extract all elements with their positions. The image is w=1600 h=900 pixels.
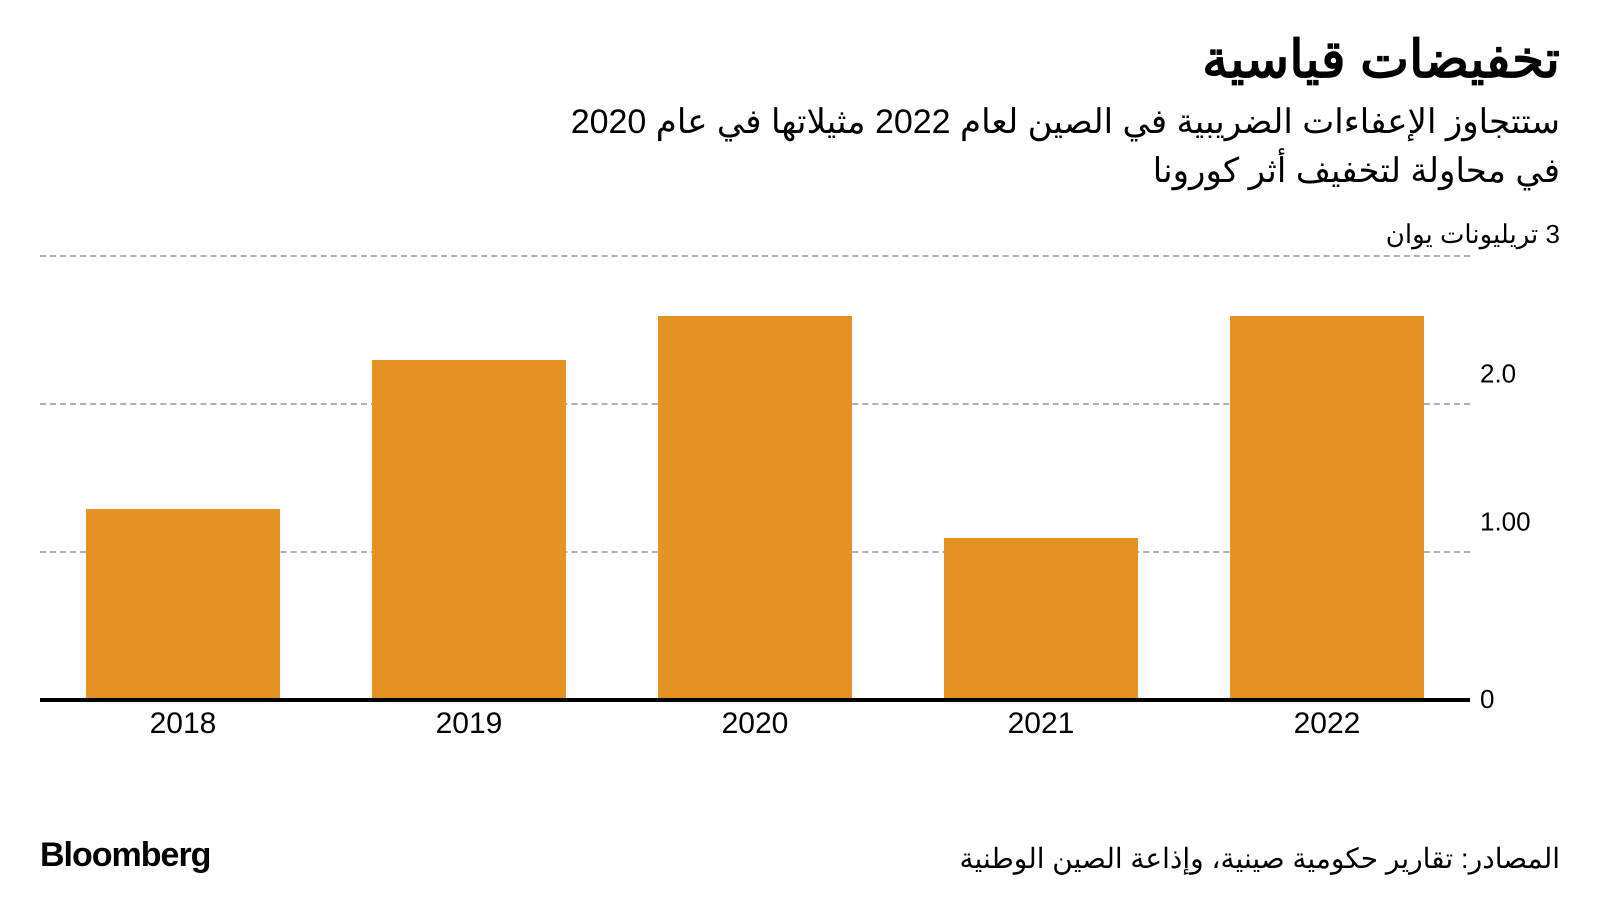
y-axis-unit-label: 3 تريليونات يوان <box>1386 219 1560 250</box>
x-tick-label: 2019 <box>326 707 612 741</box>
y-tick-label: 1.00 <box>1480 507 1560 538</box>
bar-slot <box>898 257 1184 702</box>
plot-region: 0 1.00 2.0 <box>40 257 1470 702</box>
x-tick-label: 2022 <box>1184 707 1470 741</box>
y-tick-label: 0 <box>1480 684 1560 715</box>
brand-label: Bloomberg <box>40 836 210 875</box>
bar-2022 <box>1230 316 1424 702</box>
x-axis-labels: 2018 2019 2020 2021 2022 <box>40 702 1470 747</box>
chart-area: 3 تريليونات يوان 0 1.00 2.0 <box>40 257 1560 747</box>
bars-group <box>40 257 1470 702</box>
source-label: المصادر: تقارير حكومية صينية، وإذاعة الص… <box>960 842 1560 875</box>
chart-container: تخفيضات قياسية ستتجاوز الإعفاءات الضريبي… <box>0 0 1600 900</box>
bar-2021 <box>944 538 1138 701</box>
subtitle-line-2: في محاولة لتخفيف أثر كورونا <box>1153 152 1560 190</box>
chart-title: تخفيضات قياسية <box>40 30 1560 90</box>
bar-slot <box>612 257 898 702</box>
bar-slot <box>326 257 612 702</box>
chart-subtitle: ستتجاوز الإعفاءات الضريبية في الصين لعام… <box>40 98 1560 197</box>
x-tick-label: 2021 <box>898 707 1184 741</box>
chart-footer: Bloomberg المصادر: تقارير حكومية صينية، … <box>40 836 1560 875</box>
bar-2020 <box>658 316 852 702</box>
bar-2019 <box>372 360 566 701</box>
bar-slot <box>1184 257 1470 702</box>
bar-slot <box>40 257 326 702</box>
x-tick-label: 2020 <box>612 707 898 741</box>
x-tick-label: 2018 <box>40 707 326 741</box>
subtitle-line-1: ستتجاوز الإعفاءات الضريبية في الصين لعام… <box>571 103 1560 141</box>
y-tick-label: 2.0 <box>1480 358 1560 389</box>
bar-2018 <box>86 509 280 702</box>
